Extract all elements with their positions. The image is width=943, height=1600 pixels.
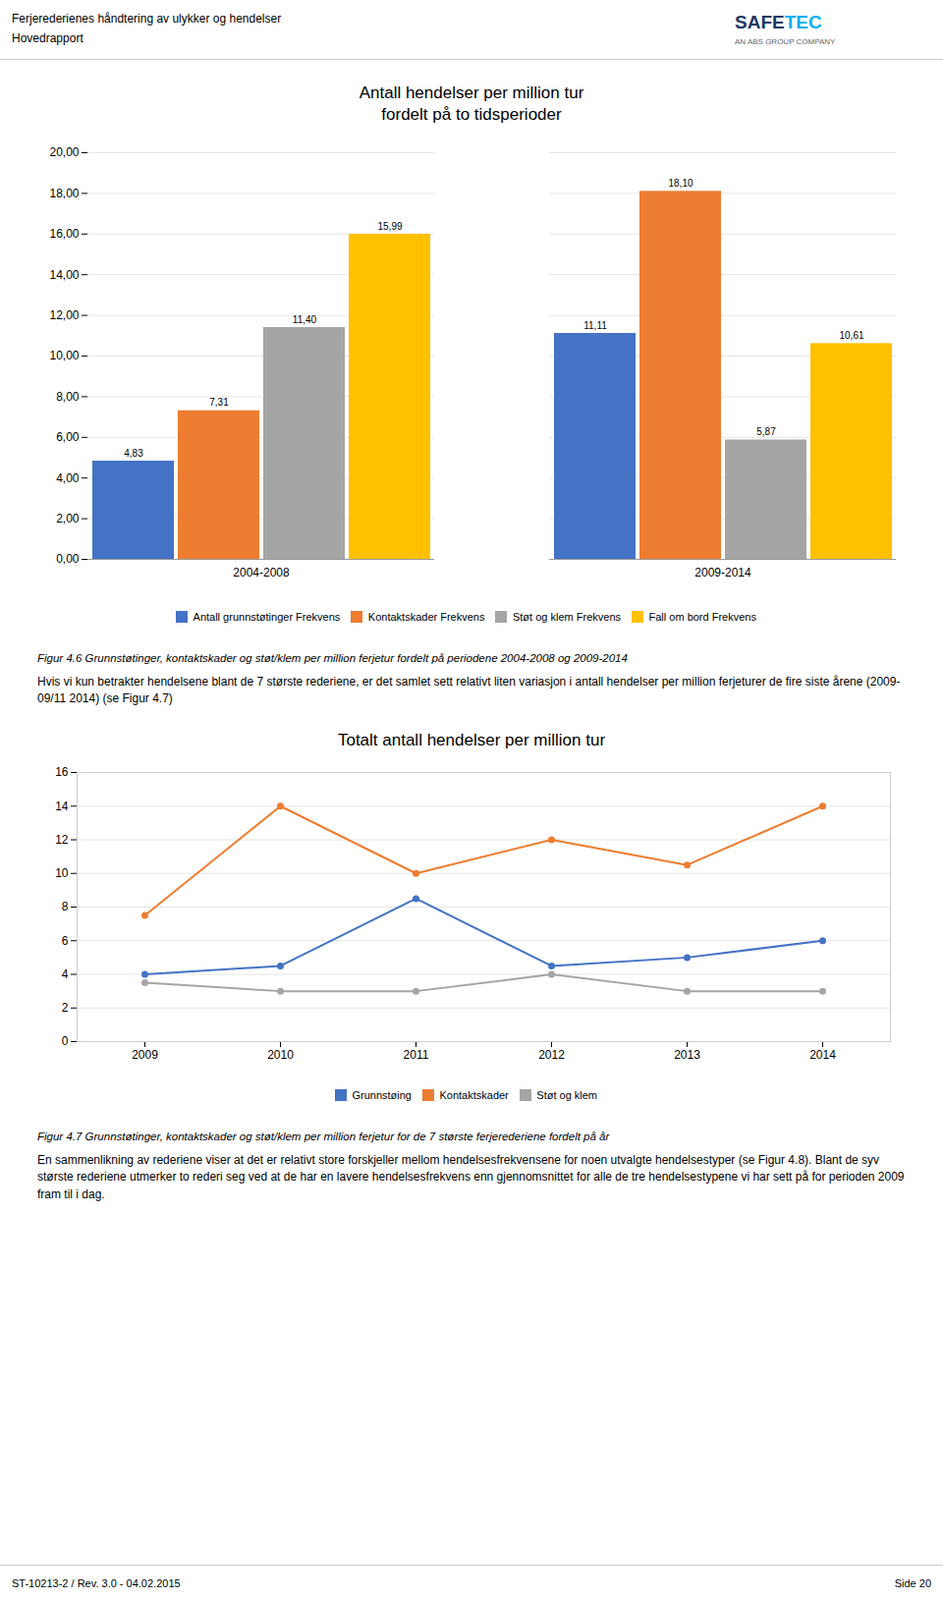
- html-text:SAFE TEC: SAFE TEC: [734, 11, 822, 33]
- html-text:Fall om bord Frekvens: Fall om bord Frekvens: [648, 610, 757, 623]
- svg-text:2009: 2009: [131, 1048, 159, 1062]
- svg-text:2014: 2014: [809, 1048, 836, 1062]
- html-text:Antall grunnstøtinger Frekvens: Antall grunnstøtinger Frekvens: [193, 610, 341, 623]
- svg-text:18,00: 18,00: [49, 186, 79, 201]
- html-text:Hovedrapport: Hovedrapport: [11, 31, 84, 46]
- svg-text:4,00: 4,00: [55, 471, 80, 486]
- svg-text:11,40: 11,40: [292, 314, 318, 326]
- svg-text:14: 14: [55, 799, 69, 814]
- svg-text:6,00: 6,00: [55, 430, 80, 444]
- svg-text:0: 0: [61, 1035, 69, 1050]
- svg-text:8: 8: [61, 900, 69, 915]
- html-text:Figur 4.6 Grunnstøtinger, kont: Figur 4.6 Grunnstøtinger, kontaktskader …: [37, 651, 628, 664]
- svg-text:11,11: 11,11: [583, 320, 608, 332]
- svg-text:2: 2: [61, 1000, 69, 1015]
- svg-text:8,00: 8,00: [55, 389, 80, 404]
- svg-text:5,87: 5,87: [756, 426, 777, 438]
- html-text:Kontaktskader: Kontaktskader: [439, 1089, 509, 1101]
- svg-text:4: 4: [61, 967, 69, 982]
- svg-text:16: 16: [55, 766, 69, 780]
- html-text:Grunnstøing: Grunnstøing: [352, 1089, 412, 1101]
- html-text:Side 20: Side 20: [894, 1577, 932, 1589]
- svg-text:7,31: 7,31: [209, 396, 229, 408]
- svg-text:6: 6: [61, 934, 69, 948]
- svg-text:10: 10: [55, 866, 69, 881]
- svg-text:2,00: 2,00: [55, 511, 80, 526]
- html-text:Totalt antall hendelser per mi: Totalt antall hendelser per million tur: [337, 731, 606, 750]
- svg-text:0,00: 0,00: [55, 552, 80, 566]
- html-text:Figur 4.7 Grunnstøtinger, kont: Figur 4.7 Grunnstøtinger, kontaktskader …: [37, 1130, 610, 1143]
- svg-text:12,00: 12,00: [49, 308, 79, 323]
- html-text:fordelt på to tidsperioder: fordelt på to tidsperioder: [381, 105, 562, 124]
- svg-text:10,61: 10,61: [838, 330, 864, 341]
- html-text:Ferjerederienes håndtering av: Ferjerederienes håndtering av ulykker og…: [11, 11, 282, 26]
- svg-text:4,83: 4,83: [123, 447, 144, 459]
- svg-text:2013: 2013: [673, 1048, 701, 1062]
- html-text:ST-10213-2 / Rev. 3.0 - 04.02.: ST-10213-2 / Rev. 3.0 - 04.02.2015: [11, 1577, 181, 1589]
- html-text:AN ABS GROUP COMPANY: AN ABS GROUP COMPANY: [734, 37, 836, 47]
- svg-text:2010: 2010: [267, 1048, 294, 1062]
- svg-text:18,10: 18,10: [667, 177, 693, 189]
- svg-text:15,99: 15,99: [377, 221, 402, 232]
- html-text:Støt og klem Frekvens: Støt og klem Frekvens: [512, 610, 621, 623]
- svg-text:2012: 2012: [538, 1048, 565, 1062]
- svg-text:2004-2008: 2004-2008: [232, 565, 290, 580]
- html-text:Hvis vi kun betrakter hendelse: Hvis vi kun betrakter hendelsene blant d…: [37, 674, 901, 706]
- svg-text:12: 12: [55, 832, 69, 847]
- svg-text:2011: 2011: [403, 1048, 430, 1062]
- html-text:Støt og klem: Støt og klem: [536, 1089, 598, 1101]
- svg-text:16,00: 16,00: [49, 226, 79, 241]
- html-text:Antall hendelser per million t: Antall hendelser per million tur: [359, 83, 584, 103]
- svg-text:14,00: 14,00: [49, 268, 79, 282]
- svg-text:2009-2014: 2009-2014: [694, 565, 752, 580]
- html-text:En sammenlikning av rederiene: En sammenlikning av rederiene viser at d…: [37, 1153, 905, 1201]
- html-text:Kontaktskader Frekvens: Kontaktskader Frekvens: [368, 610, 485, 623]
- svg-text:10,00: 10,00: [49, 348, 79, 363]
- svg-text:20,00: 20,00: [49, 145, 79, 160]
